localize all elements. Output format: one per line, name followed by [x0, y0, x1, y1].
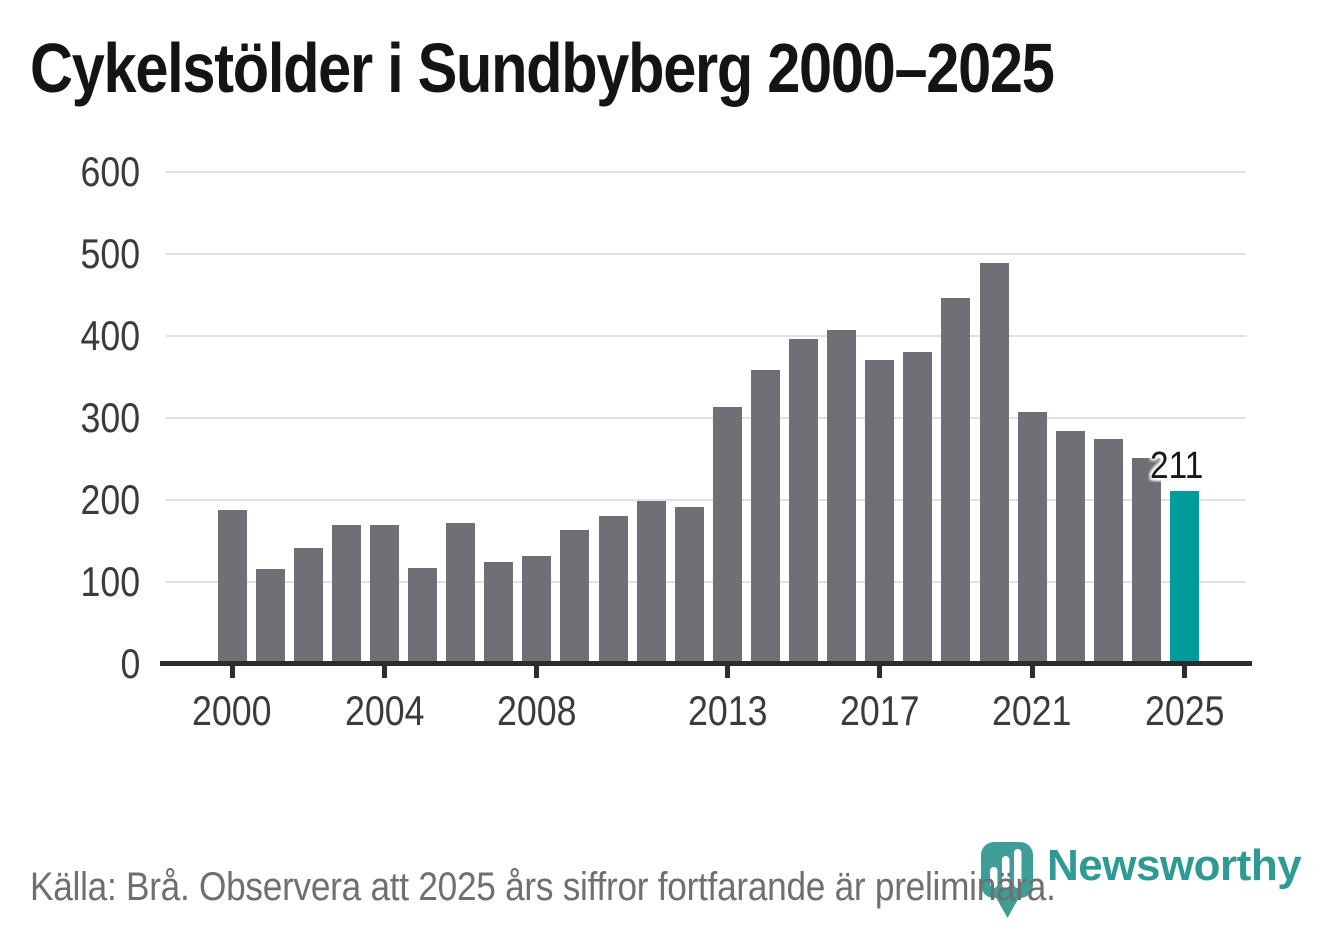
- source-note: Källa: Brå. Observera att 2025 års siffr…: [30, 864, 1195, 910]
- bar-2018: [903, 352, 933, 664]
- x-tick-2000: [229, 664, 235, 678]
- gridline-600: [166, 171, 1246, 174]
- bar-2012: [674, 506, 704, 664]
- bar-2013: [712, 406, 742, 664]
- y-axis-label-text: 200: [80, 476, 140, 523]
- gridline-500: [166, 253, 1246, 255]
- x-tick-2013: [724, 664, 730, 678]
- bar-2015: [789, 339, 818, 664]
- bar-2014: [750, 370, 780, 664]
- y-axis-label-500: 500: [50, 233, 140, 275]
- x-tick-2021: [1029, 664, 1035, 678]
- newsworthy-pin-barchart-icon: [981, 842, 1033, 918]
- bar-2016: [827, 330, 857, 664]
- x-axis-label-2008: 2008: [467, 690, 607, 732]
- plot-area: [160, 171, 1252, 678]
- x-axis-label-2025: 2025: [1115, 690, 1255, 732]
- bar-2001: [255, 568, 285, 664]
- y-axis-label-text: 400: [80, 312, 140, 359]
- x-tick-2004: [381, 664, 387, 678]
- bar-2019: [941, 298, 971, 664]
- y-axis-label-300: 300: [50, 397, 140, 439]
- x-axis-label-2000: 2000: [162, 690, 302, 732]
- x-tick-2008: [534, 664, 540, 678]
- bar-2003: [331, 524, 361, 664]
- x-axis-label-2004: 2004: [314, 690, 454, 732]
- y-axis-label-0: 0: [50, 643, 140, 685]
- x-axis-label-text: 2025: [1144, 687, 1225, 734]
- x-axis-label-text: 2008: [497, 687, 577, 734]
- bar-2010: [598, 515, 628, 664]
- bar-2009: [560, 530, 590, 664]
- bar-2011: [636, 500, 666, 664]
- chart-title: Cykelstölder i Sundbyberg 2000–2025: [30, 29, 1055, 107]
- y-axis-label-text: 100: [80, 558, 140, 605]
- bar-2004: [369, 525, 399, 664]
- bar-2007: [484, 562, 514, 664]
- x-axis-label-2021: 2021: [962, 690, 1102, 732]
- newsworthy-wordmark: Newsworthy: [1047, 841, 1302, 890]
- bar-2024: [1131, 458, 1161, 664]
- y-axis-label-text: 0: [120, 640, 140, 687]
- y-axis-label-text: 600: [80, 148, 140, 195]
- bar-2002: [293, 547, 323, 664]
- y-axis-label-text: 300: [80, 394, 140, 441]
- x-tick-2017: [877, 664, 883, 678]
- x-axis-label-text: 2000: [192, 687, 272, 734]
- bar-2023: [1093, 438, 1123, 664]
- x-axis-label-2017: 2017: [810, 690, 950, 732]
- x-axis-label-text: 2004: [344, 687, 425, 734]
- gridline-400: [166, 335, 1246, 337]
- x-tick-2025: [1182, 664, 1187, 678]
- y-axis-label-text: 500: [80, 230, 140, 277]
- gridline-200: [166, 499, 1246, 501]
- y-axis-label-100: 100: [50, 561, 140, 603]
- y-axis-label-400: 400: [50, 315, 140, 357]
- bar-2025: [1170, 490, 1199, 664]
- bar-2022: [1055, 431, 1085, 664]
- bar-2021: [1017, 412, 1047, 664]
- x-axis-label-text: 2021: [992, 687, 1072, 734]
- newsworthy-logo: Newsworthy: [981, 842, 1302, 922]
- x-axis-label-text: 2013: [687, 687, 768, 734]
- gridline-100: [166, 581, 1246, 583]
- bar-2020: [979, 263, 1009, 664]
- x-axis-label-2013: 2013: [657, 690, 797, 732]
- bar-2008: [522, 555, 552, 664]
- bar-2005: [408, 568, 437, 664]
- x-axis-line: [160, 661, 1252, 666]
- bar-2000: [217, 509, 247, 664]
- value-label-2025: 211: [1150, 444, 1204, 487]
- y-axis-label-200: 200: [50, 479, 140, 521]
- gridline-300: [166, 417, 1246, 419]
- source-note-text: Källa: Brå. Observera att 2025 års siffr…: [30, 865, 1056, 909]
- bar-2017: [865, 359, 895, 664]
- x-axis-label-text: 2017: [839, 687, 920, 734]
- bar-2006: [446, 522, 476, 664]
- y-axis-label-600: 600: [50, 151, 140, 193]
